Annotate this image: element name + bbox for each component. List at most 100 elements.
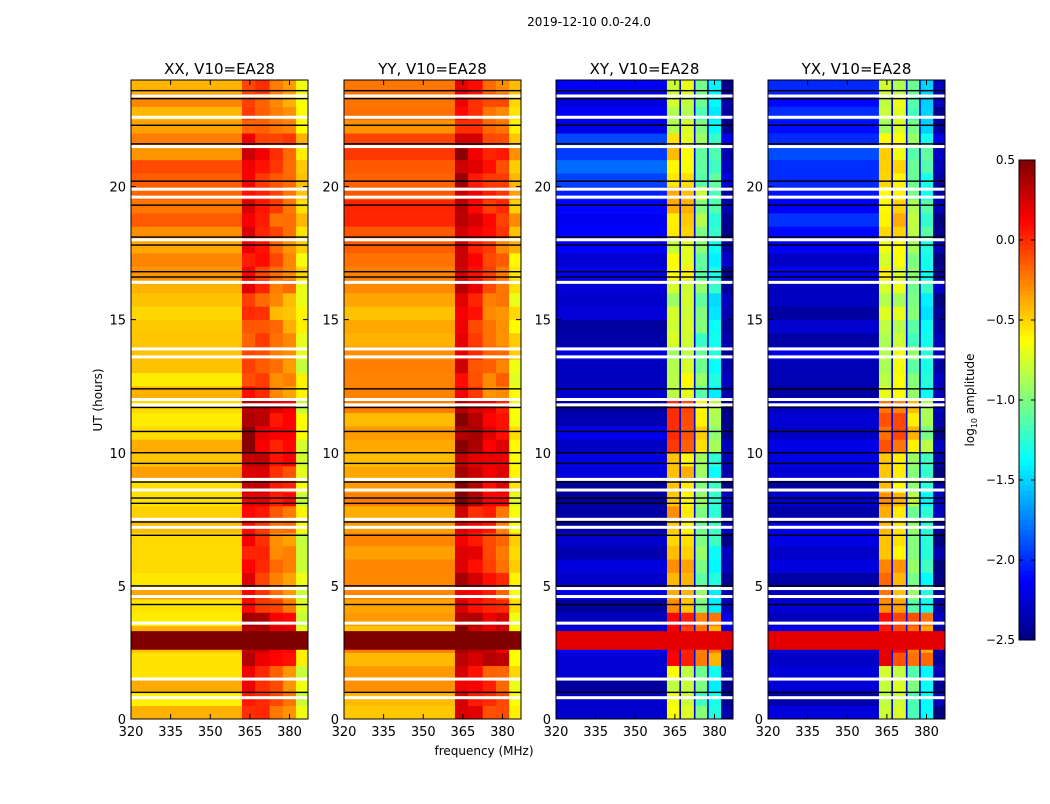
heatmap-cell xyxy=(906,239,921,254)
flag-boundary-line xyxy=(556,388,733,390)
colorbar-segment xyxy=(1019,370,1035,376)
heatmap-cell xyxy=(495,386,510,400)
heatmap-cell xyxy=(919,492,934,507)
heatmap-cell xyxy=(906,452,921,467)
heatmap-cell xyxy=(495,665,510,680)
colorbar-segment xyxy=(1019,165,1035,171)
flag-boundary-line xyxy=(131,497,308,499)
heatmap-cell xyxy=(680,119,695,134)
heatmap-cell xyxy=(482,679,497,693)
heatmap-cell xyxy=(721,572,734,587)
heatmap-cell xyxy=(556,146,668,161)
heatmap-cell xyxy=(241,199,256,214)
y-tick-label: 0 xyxy=(543,713,551,728)
flag-boundary-line xyxy=(556,180,733,182)
heatmap-cell xyxy=(454,319,469,334)
y-tick-label: 10 xyxy=(322,447,339,462)
colorbar-segment xyxy=(1019,265,1035,271)
colorbar-segment xyxy=(1019,380,1035,386)
heatmap-cell xyxy=(269,466,284,480)
heatmap-cell xyxy=(482,359,497,374)
heatmap-cell xyxy=(269,146,284,161)
heatmap-cell xyxy=(919,119,934,134)
heatmap-cell xyxy=(269,386,284,400)
x-tick-label: 380 xyxy=(914,725,939,740)
heatmap-cell xyxy=(255,159,270,174)
heatmap-cell xyxy=(694,266,709,280)
heatmap-cell xyxy=(933,173,946,187)
heatmap-cell xyxy=(768,306,880,320)
flag-boundary-line xyxy=(556,497,733,499)
heatmap-cell xyxy=(680,439,695,454)
heatmap-cell xyxy=(282,133,297,147)
heatmap-cell xyxy=(933,466,946,480)
x-tick-label: 320 xyxy=(544,725,569,740)
heatmap-cell xyxy=(495,572,510,587)
flagged-row xyxy=(556,677,733,681)
flag-boundary-line xyxy=(344,271,521,273)
colorbar-segment xyxy=(1019,315,1035,321)
heatmap-cell xyxy=(694,159,709,174)
colorbar-segment xyxy=(1019,635,1035,641)
heatmap-cell xyxy=(255,426,270,440)
heatmap-cell xyxy=(241,665,256,680)
heatmap-cell xyxy=(721,545,734,560)
heatmap-cell xyxy=(296,652,309,667)
heatmap-cell xyxy=(131,213,243,227)
heatmap-cell xyxy=(131,506,243,520)
colorbar-segment xyxy=(1019,395,1035,401)
flag-boundary-line xyxy=(556,124,733,126)
heatmap-cell xyxy=(933,492,946,507)
flagged-row xyxy=(344,595,521,599)
flag-boundary-line xyxy=(556,276,733,278)
heatmap-cell xyxy=(933,239,946,254)
flag-boundary-line xyxy=(556,406,733,409)
flag-boundary-line xyxy=(768,143,945,145)
heatmap-cell xyxy=(241,133,256,147)
heatmap-cell xyxy=(509,545,522,560)
heatmap-cell xyxy=(707,133,722,147)
heatmap-cell xyxy=(768,532,880,547)
heatmap-cell xyxy=(241,452,256,467)
heatmap-cell xyxy=(666,466,681,480)
heatmap-cell xyxy=(241,239,256,254)
heatmap-cell xyxy=(509,559,522,573)
heatmap-cell xyxy=(933,426,946,440)
rfi-burst xyxy=(131,631,308,650)
heatmap-cell xyxy=(509,665,522,680)
heatmap-cell xyxy=(296,332,309,347)
flag-boundary-line xyxy=(556,502,733,505)
heatmap-cell xyxy=(454,705,469,720)
colorbar-tick-label: −2.5 xyxy=(986,633,1015,647)
heatmap-cell xyxy=(906,146,921,161)
heatmap-cell xyxy=(509,293,522,307)
flag-boundary-line xyxy=(131,97,308,100)
heatmap-cell xyxy=(919,559,934,573)
heatmap-cell xyxy=(707,332,722,347)
flagged-row xyxy=(344,621,521,625)
heatmap-cell xyxy=(344,705,456,720)
heatmap-cell xyxy=(694,80,709,94)
heatmap-cell xyxy=(255,306,270,320)
colorbar-segment xyxy=(1019,375,1035,381)
flagged-row xyxy=(131,587,308,591)
heatmap-cell xyxy=(933,293,946,307)
flag-boundary-line xyxy=(344,521,521,523)
heatmap-cell xyxy=(468,133,483,147)
heatmap-cell xyxy=(454,332,469,347)
heatmap-cell xyxy=(241,705,256,720)
heatmap-cell xyxy=(933,253,946,267)
heatmap-cell xyxy=(269,679,284,693)
heatmap-cell xyxy=(269,199,284,214)
heatmap-cell xyxy=(878,266,893,280)
colorbar-tick-label: −0.5 xyxy=(986,313,1015,327)
colorbar-segment xyxy=(1019,540,1035,546)
heatmap-cell xyxy=(919,306,934,320)
heatmap-cell xyxy=(255,386,270,400)
heatmap-cell xyxy=(680,319,695,334)
flagged-row xyxy=(344,677,521,681)
heatmap-cell xyxy=(282,199,297,214)
flagged-row xyxy=(131,238,308,242)
heatmap-cell xyxy=(666,652,681,667)
heatmap-cell xyxy=(269,559,284,573)
